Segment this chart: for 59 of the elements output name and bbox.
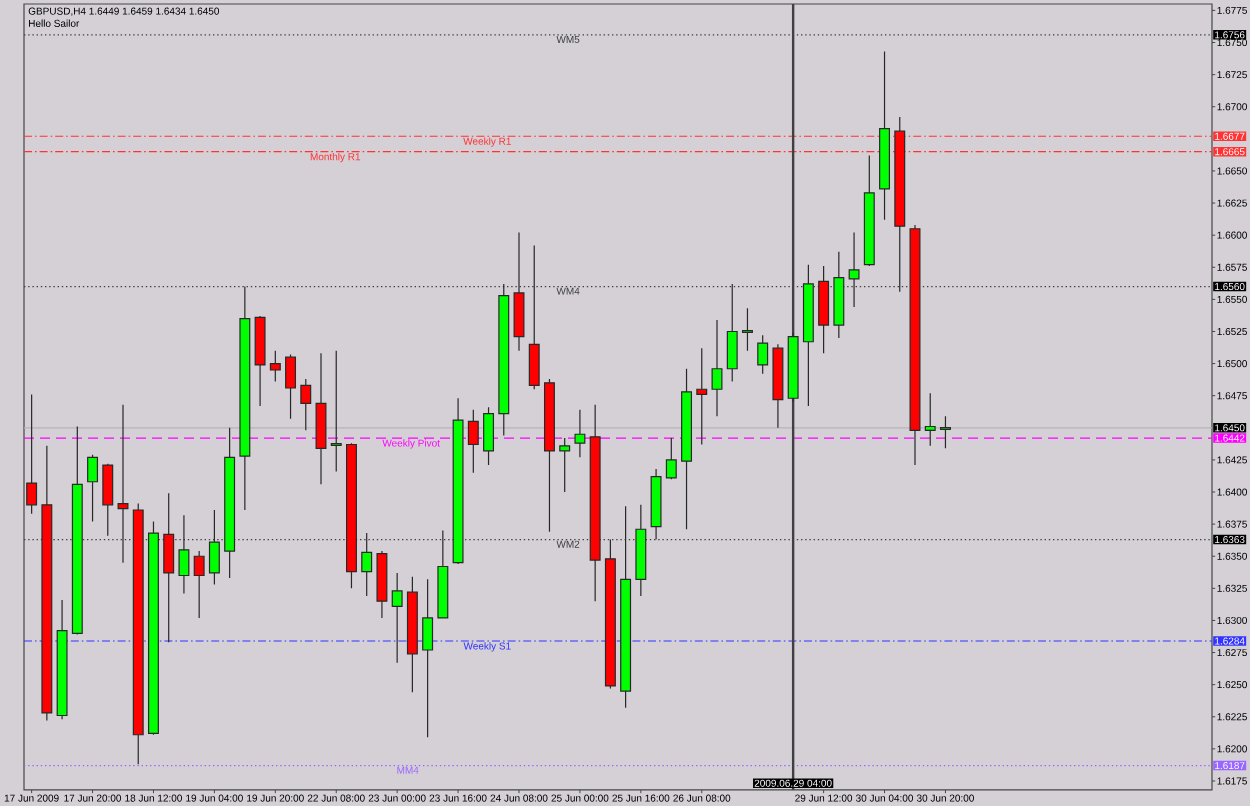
candlestick xyxy=(650,468,662,541)
candlestick xyxy=(208,509,220,586)
candlestick xyxy=(483,406,495,466)
candlestick xyxy=(635,504,647,597)
candlestick xyxy=(361,532,373,597)
candlestick xyxy=(726,283,738,383)
candlestick xyxy=(802,264,814,407)
candlestick xyxy=(163,492,175,643)
candlestick xyxy=(41,445,53,722)
candlestick xyxy=(924,392,936,447)
candlestick xyxy=(863,154,875,267)
candlestick xyxy=(422,578,434,738)
candlestick xyxy=(528,244,540,390)
candlestick xyxy=(909,224,921,466)
candlestick xyxy=(620,505,632,709)
candlestick xyxy=(391,572,403,664)
candlestick xyxy=(56,599,68,720)
candlestick xyxy=(147,520,159,736)
candlestick xyxy=(574,409,586,458)
candlestick xyxy=(711,319,723,417)
candlestick xyxy=(224,427,236,579)
candlestick xyxy=(757,334,769,375)
candlestick xyxy=(787,332,799,403)
candlestick xyxy=(315,352,327,485)
candlestick xyxy=(269,350,281,383)
candlestick xyxy=(239,285,251,511)
candlestick xyxy=(345,442,357,589)
candlestick xyxy=(193,550,205,619)
candlestick xyxy=(132,502,144,765)
candlestick xyxy=(772,343,784,429)
candlestick xyxy=(604,538,616,690)
candlestick xyxy=(452,397,464,565)
candlestick xyxy=(833,251,845,339)
candlestick xyxy=(848,231,860,308)
candlestick xyxy=(939,415,951,449)
candlestick xyxy=(117,404,129,564)
candlestick xyxy=(589,404,601,602)
candlestick xyxy=(681,368,693,530)
candlestick xyxy=(894,116,906,293)
candlestick xyxy=(513,231,525,352)
candlestick xyxy=(71,425,83,636)
candlestick xyxy=(467,409,479,474)
candlestick xyxy=(665,437,677,480)
candlestick xyxy=(437,529,449,619)
candlestick xyxy=(300,378,312,431)
candlestick xyxy=(376,550,388,619)
candlestick xyxy=(741,307,753,352)
candlestick xyxy=(498,283,510,437)
candlestick xyxy=(559,437,571,493)
candlestick xyxy=(26,393,38,515)
candlestick xyxy=(818,265,830,354)
candlestick xyxy=(178,514,190,595)
candlestick xyxy=(879,50,890,221)
candlestick xyxy=(285,354,297,420)
candlestick xyxy=(406,576,418,693)
candlestick xyxy=(87,454,99,523)
candlestick xyxy=(102,463,114,537)
candlestick xyxy=(543,378,555,533)
candlestick xyxy=(254,315,266,407)
